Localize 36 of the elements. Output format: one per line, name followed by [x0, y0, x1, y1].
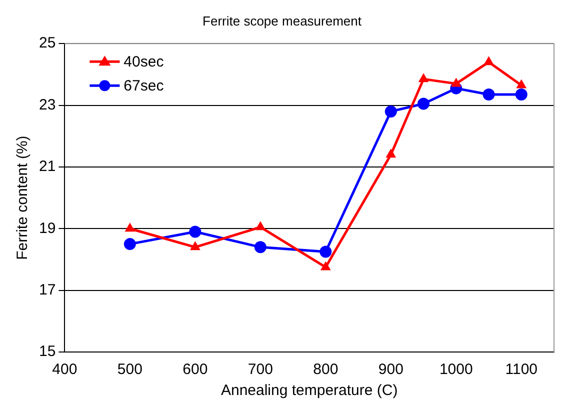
- point: [190, 241, 200, 250]
- point: [484, 56, 494, 66]
- point: [386, 148, 396, 158]
- point: [124, 222, 136, 232]
- x-tick-label: 500: [117, 361, 142, 378]
- y-tick-label: 23: [38, 96, 56, 114]
- point: [384, 105, 397, 118]
- legend-label: 67sec: [124, 78, 164, 95]
- point: [515, 88, 528, 100]
- x-tick-label: 400: [52, 361, 78, 378]
- point: [254, 241, 266, 254]
- y-tick-label: 15: [38, 343, 56, 360]
- point: [450, 78, 462, 87]
- y-tick-label: 17: [38, 281, 56, 298]
- y-tick-label: 19: [38, 220, 56, 237]
- point: [320, 261, 331, 270]
- x-tick-label: 600: [182, 361, 208, 378]
- point: [124, 238, 136, 250]
- x-tick-label: 700: [248, 361, 273, 378]
- x-tick-label: 900: [378, 361, 404, 378]
- y-tick-label: 21: [38, 158, 56, 176]
- legend-label: 40sec: [124, 54, 164, 71]
- point: [255, 221, 266, 230]
- x-tick-label: 1100: [505, 361, 538, 378]
- chart-title: Ferrite scope measurement: [202, 13, 362, 28]
- point: [189, 226, 202, 238]
- y-axis-title: Ferrite content (%): [14, 136, 32, 260]
- point: [418, 98, 430, 110]
- x-tick-label: 1000: [439, 361, 473, 378]
- point: [320, 246, 332, 258]
- x-axis-title: Annealing temperature (C): [220, 382, 398, 400]
- point: [482, 88, 495, 100]
- point: [516, 79, 527, 88]
- y-tick-label: 25: [38, 34, 56, 52]
- x-tick-label: 800: [313, 361, 338, 378]
- point: [418, 73, 429, 82]
